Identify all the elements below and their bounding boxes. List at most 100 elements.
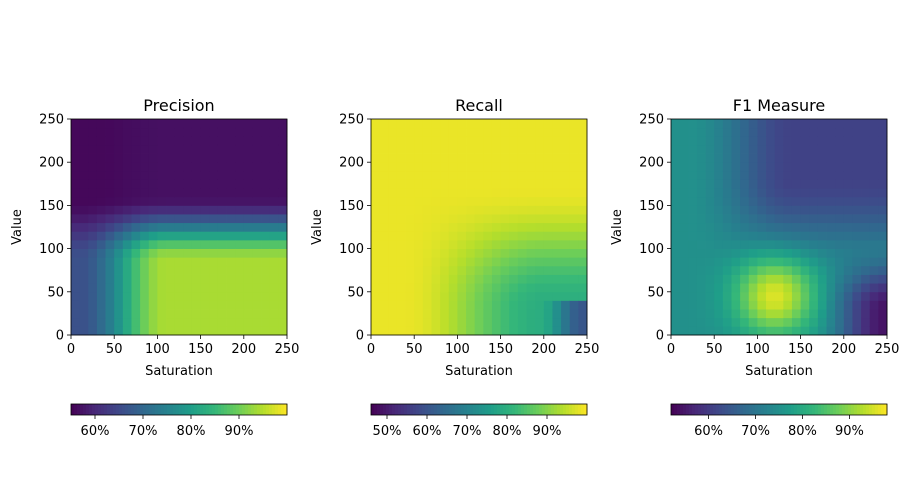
heatmap-cell [379,265,389,275]
colorbar-segment [443,404,447,415]
heatmap-cell [535,196,545,206]
colorbar-segment [209,404,213,415]
heatmap-cell [578,222,588,232]
heatmap-cell [96,283,106,293]
y-tick-label: 0 [356,329,364,344]
heatmap-cell [852,239,862,249]
heatmap-cell [569,153,579,163]
heatmap-cell [278,274,288,284]
heatmap-cell [79,231,89,241]
colorbar-segment [374,404,378,415]
heatmap-cell [88,283,98,293]
heatmap-cell [714,119,724,129]
heatmap-cell [731,239,741,249]
heatmap-cell [226,136,236,146]
y-tick-label: 0 [56,329,64,344]
colorbar: 60% 70% 80% 90% [670,403,888,439]
heatmap-cell [569,162,579,172]
heatmap-cell [457,257,467,267]
heatmap-cell [457,309,467,319]
heatmap-cell [569,248,579,258]
heatmap-cell [731,136,741,146]
heatmap-cell [552,119,562,129]
heatmap-cell [578,239,588,249]
heatmap-cell [157,257,167,267]
colorbar-segment [881,404,885,415]
heatmap-cell [422,214,432,224]
heatmap-cell [131,214,141,224]
heatmap-cell [157,179,167,189]
colorbar-segment [728,404,732,415]
colorbar-segment [836,404,840,415]
heatmap-cell [826,196,836,206]
heatmap-cell [688,300,698,310]
heatmap-cell [226,170,236,180]
heatmap-cell [105,205,115,215]
heatmap-cell [783,153,793,163]
heatmap-cell [800,326,810,336]
heatmap-cell [474,309,484,319]
heatmap-cell [183,214,193,224]
heatmap-cell [122,326,132,336]
heatmap-cell [543,274,553,284]
heatmap-cell [766,248,776,258]
heatmap-cell [96,144,106,154]
colorbar-segment [872,404,876,415]
heatmap-cell [457,170,467,180]
heatmap-cell [869,248,879,258]
heatmap-cell [261,153,271,163]
heatmap-cell [517,248,527,258]
heatmap-cell [235,153,245,163]
heatmap-cell [252,231,262,241]
heatmap-cell [561,257,571,267]
colorbar-segment [671,404,675,415]
heatmap-cell [783,274,793,284]
axes-frame [70,118,288,336]
heatmap-cell [448,214,458,224]
heatmap-cell [517,196,527,206]
heatmap-cell [414,170,424,180]
heatmap-cell [405,214,415,224]
heatmap-cell [79,214,89,224]
heatmap-cell [783,127,793,137]
heatmap-cell [131,222,141,232]
colorbar-segment [530,404,534,415]
heatmap-cell [396,188,406,198]
colorbar-segment [698,404,702,415]
heatmap-cell [679,179,689,189]
heatmap-cell [491,317,501,327]
heatmap-cell [474,144,484,154]
heatmap-cell [269,300,279,310]
y-tick-label: 200 [39,156,64,171]
heatmap-cell [200,309,210,319]
heatmap-cell [379,205,389,215]
heatmap-cell [783,119,793,129]
heatmap-cell [774,153,784,163]
heatmap-cell [671,188,681,198]
heatmap-cell [440,162,450,172]
heatmap-cell [861,257,871,267]
heatmap-cell [235,162,245,172]
heatmap-cell [722,265,732,275]
heatmap-cell [705,188,715,198]
heatmap-cell [722,231,732,241]
heatmap-cell [500,170,510,180]
heatmap-cell [79,205,89,215]
heatmap-cell [183,283,193,293]
colorbar-segment [578,404,582,415]
heatmap-cell [509,274,519,284]
heatmap-cell [722,144,732,154]
heatmap-cell [431,144,441,154]
heatmap-cell [174,127,184,137]
heatmap-cell [809,274,819,284]
heatmap-cell [835,239,845,249]
heatmap-cell [466,136,476,146]
heatmap-cell [757,144,767,154]
heatmap-cell [157,291,167,301]
y-axis-label: Value [310,209,325,245]
heatmap-cell [774,188,784,198]
heatmap-cell [457,265,467,275]
heatmap-cell [757,127,767,137]
heatmap-cell [405,231,415,241]
